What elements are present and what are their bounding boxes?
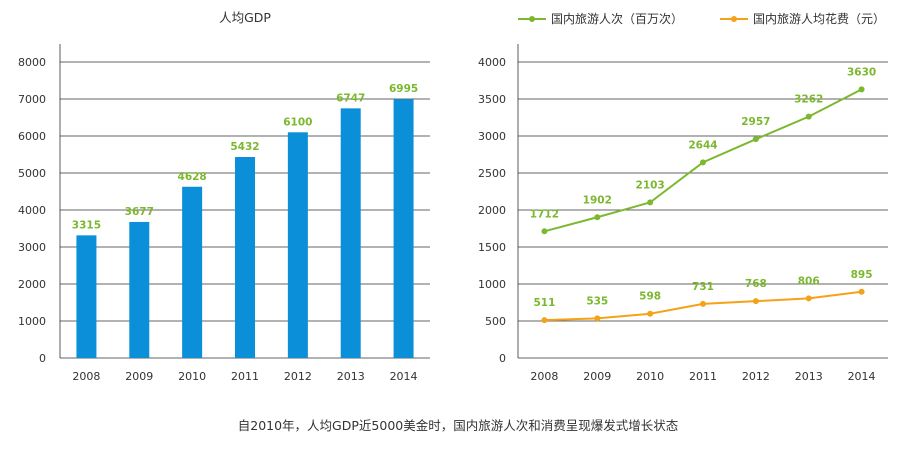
gdp-value-label-2011: 5432 bbox=[230, 141, 259, 153]
point-tourists-2010 bbox=[647, 199, 654, 206]
tourism-grid bbox=[517, 44, 888, 359]
value-label-spending-2009: 535 bbox=[586, 295, 608, 307]
gdp-value-label-2014: 6995 bbox=[389, 83, 418, 95]
legend-marker-spending bbox=[731, 16, 737, 22]
tourism-value-labels: 1712 1902 2103 2644 2957 3262 3630 511 535 598 731… bbox=[530, 66, 876, 309]
gdp-bar-2010 bbox=[182, 186, 203, 358]
gdp-y-tick-label: 2000 bbox=[18, 278, 46, 291]
tourism-line-chart: 国内旅游人次（百万次） 国内旅游人均花费（元） 0 500 1000 1500 2000… bbox=[478, 11, 888, 383]
gdp-y-tick-label: 5000 bbox=[18, 167, 46, 180]
value-label-tourists-2009: 1902 bbox=[583, 194, 612, 206]
point-tourists-2014 bbox=[858, 86, 865, 93]
tourism-x-tick-2011: 2011 bbox=[689, 370, 717, 383]
tourism-y-tick-label: 2500 bbox=[478, 167, 506, 180]
gdp-x-tick-2008: 2008 bbox=[72, 370, 100, 383]
legend-marker-tourists bbox=[529, 16, 535, 22]
value-label-tourists-2012: 2957 bbox=[741, 116, 770, 128]
tourism-x-tick-2012: 2012 bbox=[742, 370, 770, 383]
legend-item-spending: 国内旅游人均花费（元） bbox=[720, 11, 885, 26]
tourism-x-tick-2014: 2014 bbox=[848, 370, 876, 383]
gdp-x-ticks: 2008 2009 2010 2011 2012 2013 2014 bbox=[72, 370, 417, 383]
tourism-y-tick-label: 3500 bbox=[478, 93, 506, 106]
gdp-bar-2014 bbox=[393, 99, 414, 358]
tourism-x-tick-2013: 2013 bbox=[795, 370, 823, 383]
gdp-y-tick-label: 7000 bbox=[18, 93, 46, 106]
gdp-y-tick-label: 6000 bbox=[18, 130, 46, 143]
tourism-x-tick-2010: 2010 bbox=[636, 370, 664, 383]
gdp-x-tick-2013: 2013 bbox=[337, 370, 365, 383]
legend-label-tourists: 国内旅游人次（百万次） bbox=[551, 12, 683, 26]
tourism-y-tick-label: 1000 bbox=[478, 278, 506, 291]
tourism-x-tick-2009: 2009 bbox=[583, 370, 611, 383]
point-spending-2010 bbox=[647, 310, 654, 317]
value-label-tourists-2013: 3262 bbox=[794, 94, 823, 106]
gdp-y-tick-label: 1000 bbox=[18, 315, 46, 328]
tourism-y-tick-label: 4000 bbox=[478, 56, 506, 69]
gdp-bar-chart: 人均GDP 010002000300040005000600070008000 … bbox=[18, 10, 430, 383]
value-label-spending-2010: 598 bbox=[639, 291, 661, 303]
point-tourists-2008 bbox=[541, 228, 548, 235]
point-tourists-2013 bbox=[805, 113, 812, 120]
value-label-spending-2013: 806 bbox=[798, 275, 820, 287]
gdp-bar-2013 bbox=[340, 108, 361, 359]
gdp-value-labels: 3315 3677 4628 5432 6100 6747 6995 bbox=[72, 83, 418, 231]
point-tourists-2009 bbox=[594, 214, 601, 221]
value-label-tourists-2011: 2644 bbox=[688, 139, 717, 151]
point-spending-2013 bbox=[805, 295, 812, 302]
point-spending-2011 bbox=[700, 300, 706, 307]
gdp-x-tick-2011: 2011 bbox=[231, 370, 259, 383]
gdp-y-tick-label: 8000 bbox=[18, 56, 46, 69]
point-spending-2012 bbox=[752, 298, 759, 305]
tourism-y-tick-label: 3000 bbox=[478, 130, 506, 143]
value-label-tourists-2008: 1712 bbox=[530, 208, 559, 220]
tourism-y-tick-label: 1500 bbox=[478, 241, 506, 254]
gdp-y-ticks: 0 1000 2000 3000 4000 5000 6000 7000 8000 bbox=[18, 56, 46, 365]
gdp-bar-2012 bbox=[287, 132, 308, 358]
gdp-x-tick-2009: 2009 bbox=[125, 370, 153, 383]
gdp-value-label-2008: 3315 bbox=[72, 219, 101, 231]
value-label-spending-2011: 731 bbox=[692, 281, 714, 293]
value-label-tourists-2010: 2103 bbox=[636, 179, 665, 191]
gdp-y-tick-label: 3000 bbox=[18, 241, 46, 254]
figure-caption: 自2010年，人均GDP近5000美金时，国内旅游人次和消费呈现爆发式增长状态 bbox=[238, 418, 678, 433]
legend-item-tourists: 国内旅游人次（百万次） bbox=[518, 12, 683, 26]
gdp-y-tick-label: 4000 bbox=[18, 204, 46, 217]
tourism-y-tick-label: 500 bbox=[485, 315, 506, 328]
value-label-spending-2008: 511 bbox=[533, 297, 555, 309]
tourism-y-ticks: 0 500 1000 1500 2000 2500 3000 3500 4000 bbox=[478, 56, 506, 365]
tourism-y-tick-label: 2000 bbox=[478, 204, 506, 217]
legend-label-spending: 国内旅游人均花费（元） bbox=[753, 11, 885, 26]
tourism-points bbox=[541, 86, 865, 324]
point-spending-2009 bbox=[594, 315, 601, 322]
gdp-value-label-2010: 4628 bbox=[178, 171, 207, 183]
point-tourists-2012 bbox=[752, 136, 759, 143]
gdp-bar-2011 bbox=[235, 157, 255, 358]
gdp-value-label-2009: 3677 bbox=[125, 206, 154, 218]
gdp-bar-2009 bbox=[129, 221, 150, 358]
gdp-value-label-2012: 6100 bbox=[283, 116, 312, 128]
gdp-bars bbox=[76, 99, 414, 359]
point-spending-2014 bbox=[858, 288, 865, 295]
tourism-x-ticks: 2008 2009 2010 2011 2012 2013 2014 bbox=[530, 370, 875, 383]
point-spending-2008 bbox=[541, 317, 548, 324]
gdp-chart-title: 人均GDP bbox=[219, 10, 271, 25]
gdp-value-label-2013: 6747 bbox=[336, 92, 365, 104]
point-tourists-2011 bbox=[700, 159, 706, 166]
gdp-bar-2008 bbox=[76, 235, 97, 358]
value-label-spending-2014: 895 bbox=[851, 269, 873, 281]
gdp-x-tick-2014: 2014 bbox=[390, 370, 418, 383]
gdp-y-tick-label: 0 bbox=[39, 352, 46, 365]
value-label-spending-2012: 768 bbox=[745, 278, 767, 290]
tourism-x-tick-2008: 2008 bbox=[530, 370, 558, 383]
tourism-legend: 国内旅游人次（百万次） 国内旅游人均花费（元） bbox=[518, 11, 885, 26]
tourism-y-tick-label: 0 bbox=[499, 352, 506, 365]
gdp-x-tick-2012: 2012 bbox=[284, 370, 312, 383]
value-label-tourists-2014: 3630 bbox=[847, 66, 876, 78]
gdp-x-tick-2010: 2010 bbox=[178, 370, 206, 383]
